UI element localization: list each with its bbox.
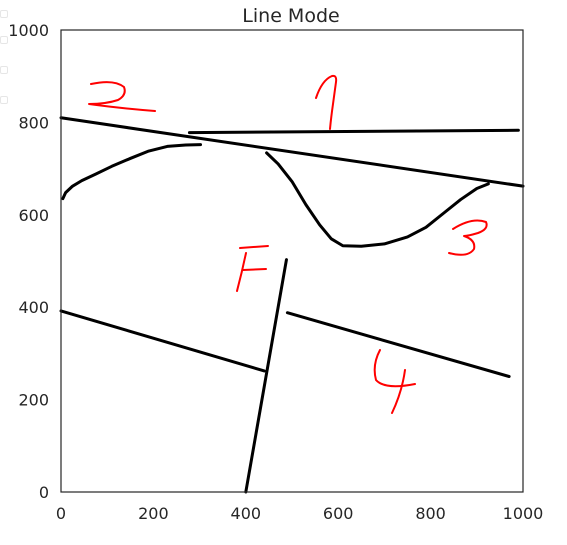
series-line-3 <box>63 145 201 199</box>
annotation-f-top <box>240 246 268 248</box>
y-tick-label: 600 <box>18 206 49 225</box>
series-line-5 <box>61 311 264 371</box>
plot-frame <box>61 30 523 492</box>
x-tick-label: 200 <box>138 504 169 523</box>
annotation-4-upper <box>375 350 415 386</box>
tick-layer: 0 200 400 600 800 1000 0 200 400 600 800 1000 <box>8 21 543 523</box>
annotation-layer <box>89 76 487 413</box>
annotation-2 <box>89 82 155 111</box>
annotation-f-middle <box>243 269 266 270</box>
series-line-2 <box>189 130 518 132</box>
x-tick-label: 1000 <box>503 504 544 523</box>
annotation-f-stem <box>237 253 246 291</box>
chart-title: Line Mode <box>242 5 339 27</box>
y-tick-label: 800 <box>18 113 49 132</box>
x-tick-label: 400 <box>231 504 262 523</box>
y-tick-label: 200 <box>18 391 49 410</box>
annotation-1 <box>316 76 336 129</box>
annotation-4-stem <box>392 370 405 413</box>
series-line-7 <box>287 313 509 377</box>
x-tick-label: 800 <box>415 504 446 523</box>
annotation-3 <box>449 221 487 255</box>
y-tick-label: 400 <box>18 298 49 317</box>
series-line-4 <box>267 153 489 246</box>
y-tick-label: 0 <box>39 483 49 502</box>
y-tick-label: 1000 <box>8 21 49 40</box>
series-line-6 <box>246 260 287 492</box>
series-layer <box>61 118 523 492</box>
series-line-1 <box>61 118 523 186</box>
x-tick-label: 0 <box>56 504 66 523</box>
x-tick-label: 600 <box>323 504 354 523</box>
